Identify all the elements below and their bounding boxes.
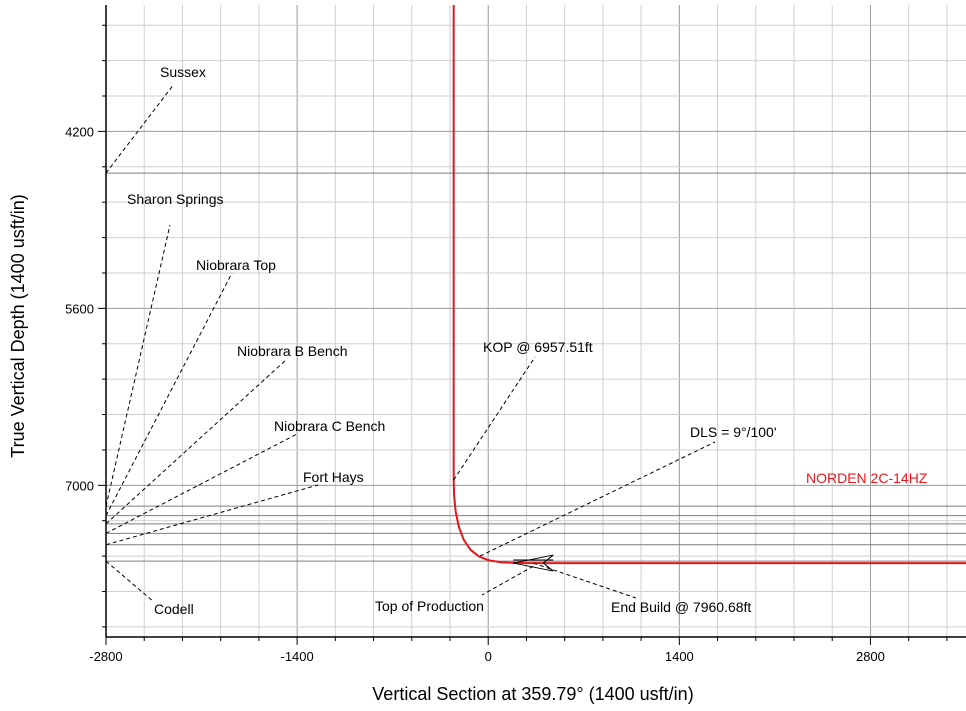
annotation-leader [453, 356, 536, 481]
annotation-label: End Build @ 7960.68ft [611, 599, 751, 615]
x-tick-label: 2800 [856, 649, 885, 664]
formation-label: Sharon Springs [127, 191, 224, 207]
formation-leader [105, 358, 288, 525]
series-layer: NORDEN 2C-14HZ [452, 5, 966, 565]
x-tick-label: 1400 [665, 649, 694, 664]
annotation-leader [481, 565, 534, 596]
annotation-label: KOP @ 6957.51ft [483, 339, 593, 355]
formation-leader [105, 272, 233, 516]
formation-leader [105, 560, 155, 603]
formation-label: Niobrara B Bench [237, 343, 348, 359]
y-tick-label: 7000 [65, 478, 94, 493]
axes [98, 5, 966, 645]
annotations: Sussex Sharon Springs Niobrara Top Niobrara… [105, 64, 777, 617]
x-tick-label: -2800 [89, 649, 122, 664]
grid [105, 5, 966, 637]
formation-label: Sussex [160, 64, 206, 80]
x-tick-label: 0 [485, 649, 492, 664]
series-line [452, 5, 966, 565]
formation-leader [105, 83, 175, 174]
annotation-leader [479, 441, 716, 557]
y-tick-label: 5600 [65, 301, 94, 316]
tick-labels: -2800 -1400 0 1400 2800 4200 5600 7000 [65, 124, 885, 664]
y-axis-title: True Vertical Depth (1400 usft/in) [8, 194, 28, 457]
formation-label: Codell [154, 601, 194, 617]
formation-leader [105, 433, 298, 534]
formation-lines [106, 172, 966, 562]
formation-label: Niobrara Top [196, 257, 276, 273]
formation-leader [105, 484, 319, 546]
target-marker [513, 554, 554, 572]
series-label: NORDEN 2C-14HZ [806, 470, 928, 486]
y-tick-label: 4200 [65, 124, 94, 139]
x-axis-title: Vertical Section at 359.79° (1400 usft/i… [372, 684, 693, 704]
annotation-label: Top of Production [375, 598, 484, 614]
formation-leader [105, 224, 171, 507]
formation-label: Fort Hays [303, 469, 364, 485]
formation-label: Niobrara C Bench [274, 418, 385, 434]
x-tick-label: -1400 [280, 649, 313, 664]
annotation-label: DLS = 9°/100' [690, 424, 777, 440]
